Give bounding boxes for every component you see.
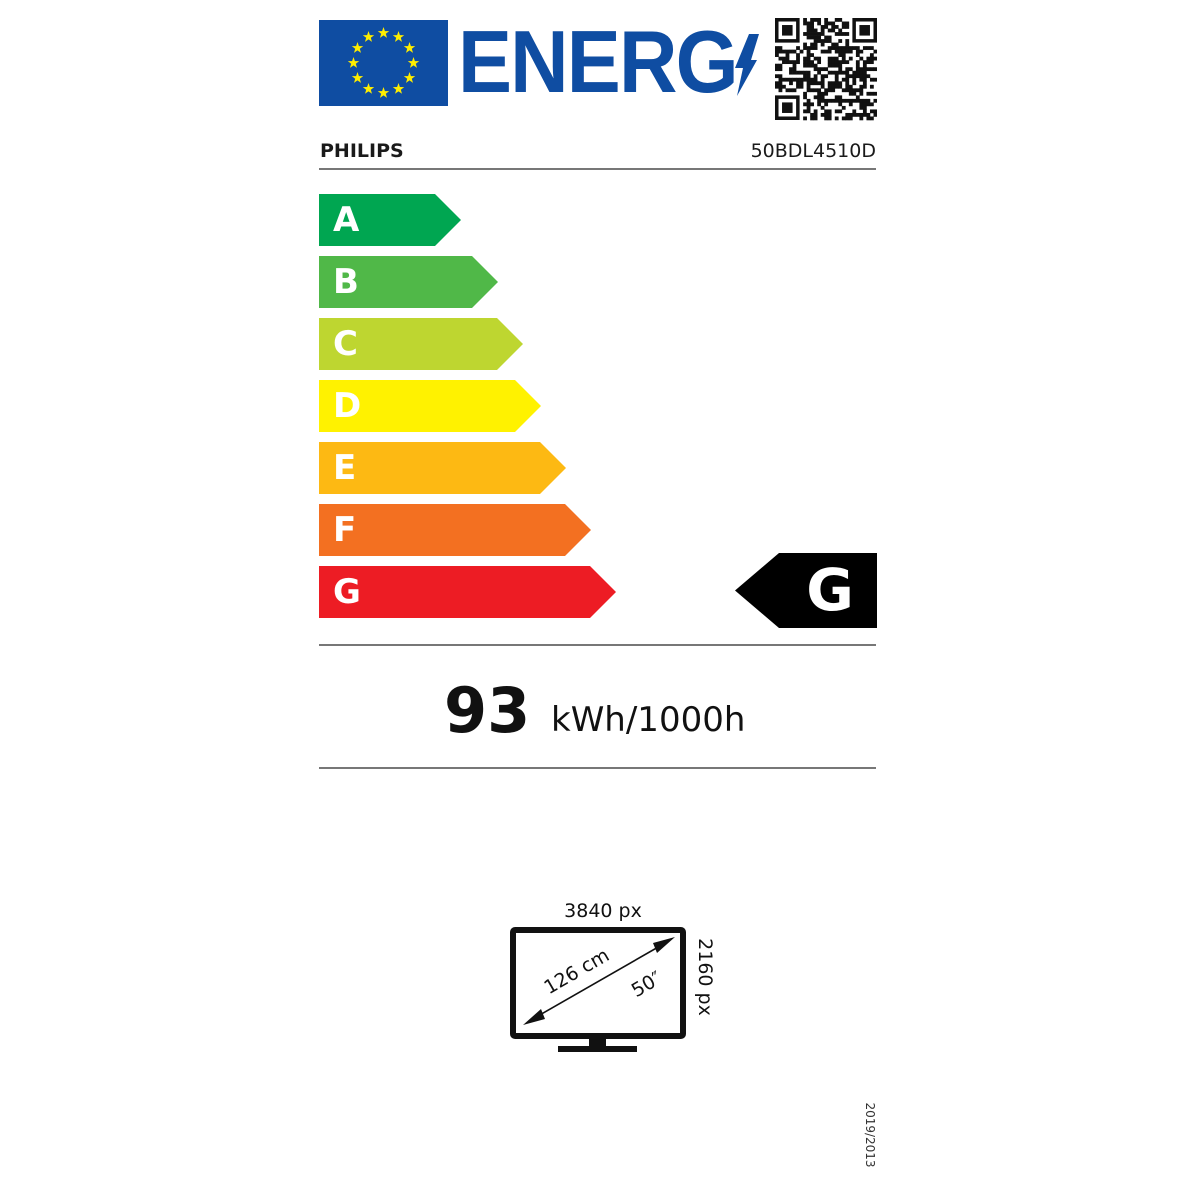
star-icon	[351, 42, 364, 53]
star-icon	[392, 83, 405, 94]
energy-class-letter: D	[333, 386, 362, 426]
star-icon	[407, 57, 420, 68]
consumption-value: 93	[444, 674, 531, 747]
resolution-width: 3840 px	[564, 900, 642, 922]
brand-name: PHILIPS	[320, 140, 404, 162]
energy-class-a: A	[319, 194, 461, 246]
divider	[319, 168, 876, 170]
diagonal-cm: 126 cm	[540, 944, 613, 999]
energy-class-letter: A	[333, 200, 360, 240]
energy-logo-text: ENERG	[458, 12, 739, 111]
energy-class-g: G	[319, 566, 616, 618]
rating-class: G	[806, 556, 854, 624]
star-icon	[377, 87, 390, 98]
star-icon	[347, 57, 360, 68]
divider	[319, 767, 876, 769]
qr-code[interactable]	[775, 18, 877, 122]
energy-class-letter: B	[333, 262, 359, 302]
energy-class-letter: G	[333, 572, 361, 612]
star-icon	[377, 27, 390, 38]
star-icon	[351, 72, 364, 83]
energy-class-c: C	[319, 318, 523, 370]
resolution-height: 2160 px	[694, 938, 716, 1016]
regulation-number: 2019/2013	[863, 1102, 877, 1168]
energy-class-e: E	[319, 442, 566, 494]
rating-indicator-arrow	[735, 553, 877, 628]
energy-class-b: B	[319, 256, 498, 308]
consumption-unit: kWh/1000h	[551, 700, 746, 740]
star-icon	[392, 31, 405, 42]
energy-class-letter: E	[333, 448, 357, 488]
energy-class-d: D	[319, 380, 541, 432]
lightning-bolt-icon	[735, 34, 759, 96]
energy-class-f: F	[319, 504, 591, 556]
divider	[319, 644, 876, 646]
star-icon	[403, 72, 416, 83]
energy-class-letter: C	[333, 324, 358, 364]
diagonal-inch: 50″	[628, 967, 666, 1002]
star-icon	[403, 42, 416, 53]
eu-flag-logo	[319, 20, 448, 106]
energy-class-letter: F	[333, 510, 357, 550]
model-number: 50BDL4510D	[750, 140, 876, 162]
star-icon	[362, 83, 375, 94]
star-icon	[362, 31, 375, 42]
tv-screen-icon: 126 cm 50″	[510, 927, 686, 1052]
